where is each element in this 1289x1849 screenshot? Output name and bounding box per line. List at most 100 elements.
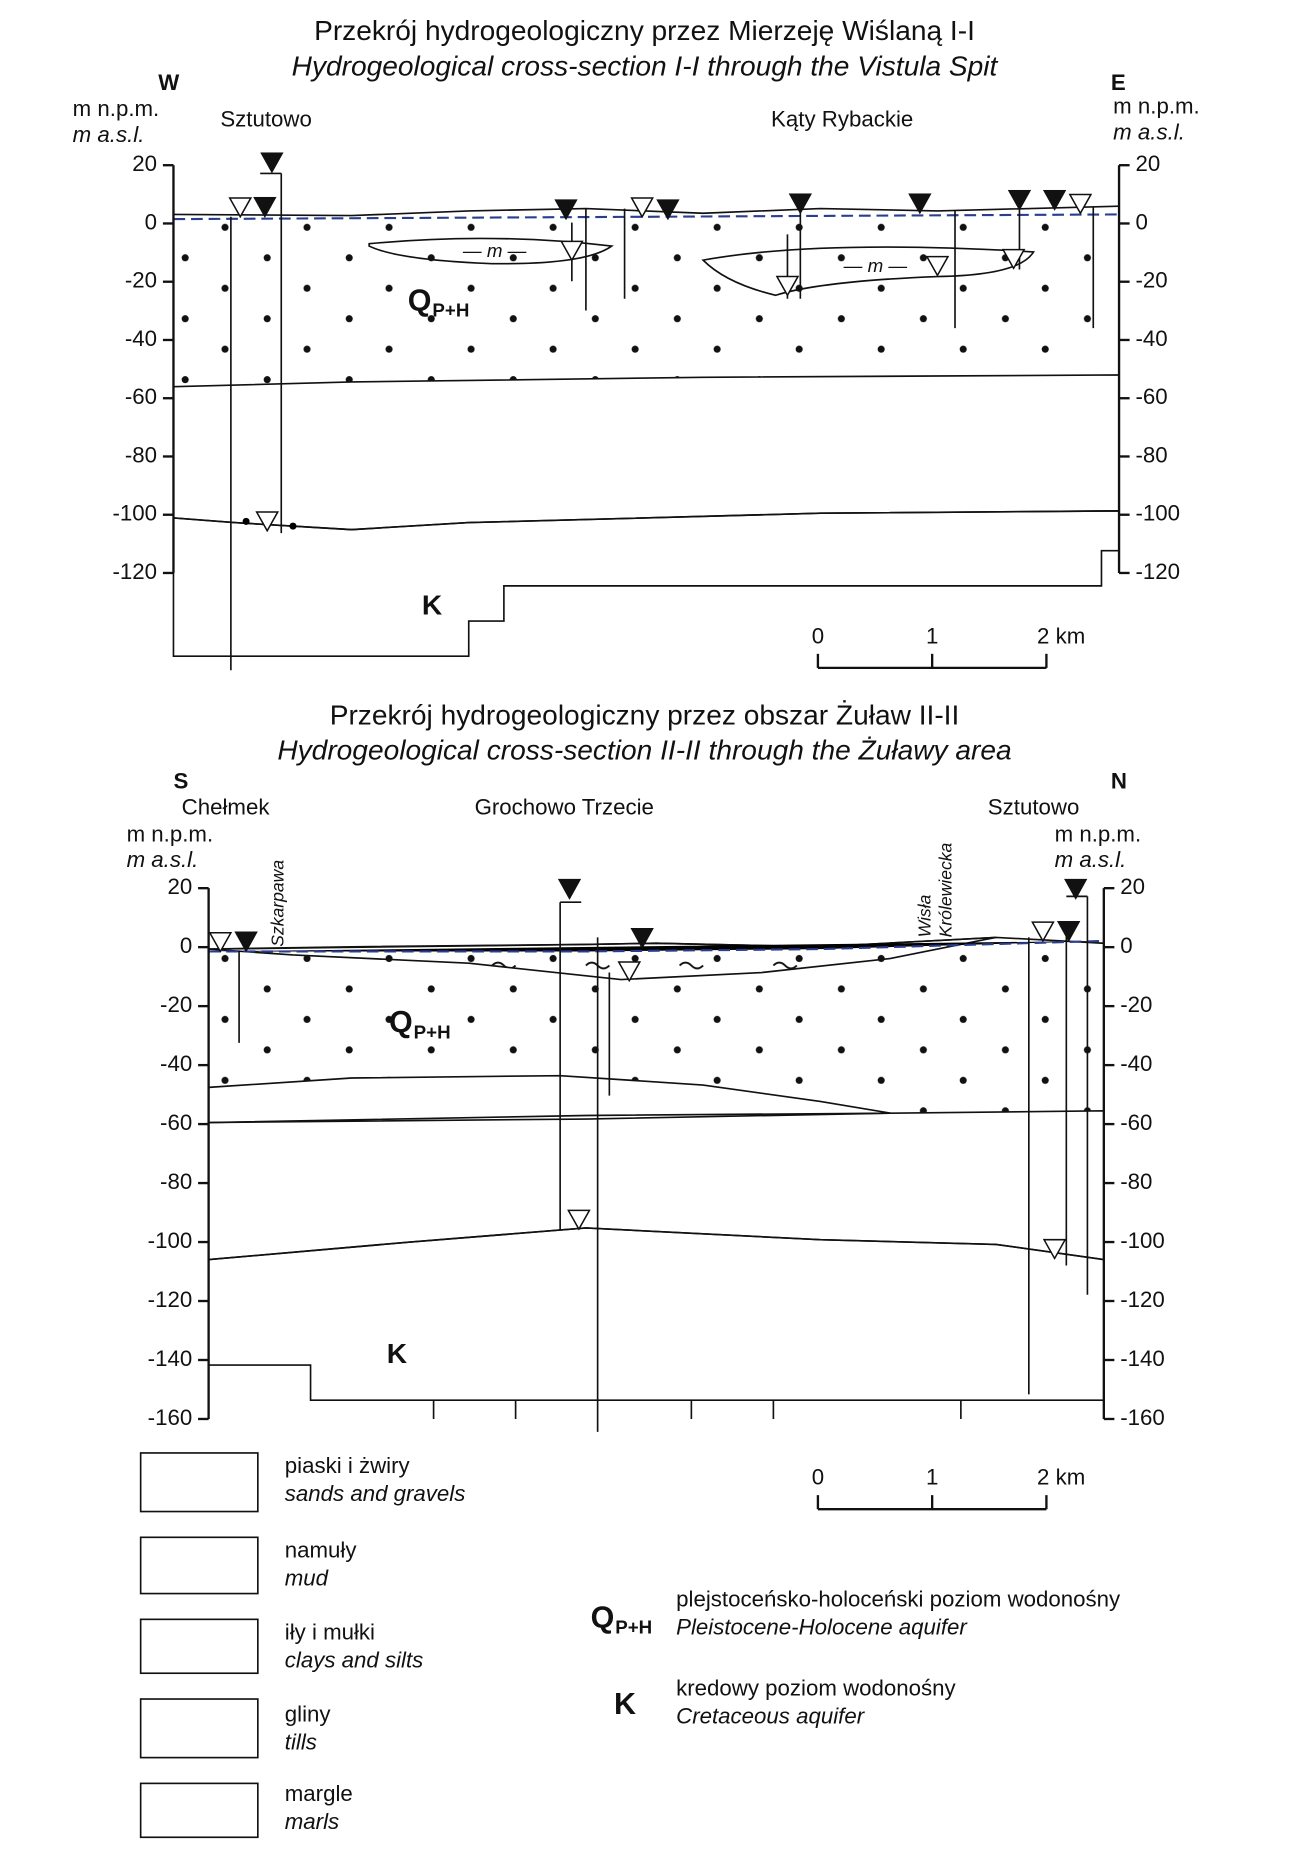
y-tick-label: -40 xyxy=(1120,1051,1152,1076)
y-tick-label: -140 xyxy=(148,1346,193,1371)
sands xyxy=(208,937,1104,1114)
y-tick-label: 20 xyxy=(132,151,157,176)
y-tick-label: 0 xyxy=(145,209,157,234)
river: Wisła xyxy=(914,894,934,937)
scale-label: 0 xyxy=(812,1465,824,1490)
legend-label: Pleistocene-Holocene aquifer xyxy=(676,1615,968,1640)
tills xyxy=(172,374,1120,531)
y-tick-label: -120 xyxy=(1135,559,1180,584)
y-tick-label: -120 xyxy=(113,559,158,584)
section-1: Przekrój hydrogeologiczny przez Mierzeję… xyxy=(73,15,1200,671)
y-tick-label: -60 xyxy=(160,1110,192,1135)
axis-label: m a.s.l. xyxy=(1113,119,1185,144)
y-tick-label: -80 xyxy=(160,1169,192,1194)
title: Przekrój hydrogeologiczny przez Mierzeję… xyxy=(314,15,975,46)
clays xyxy=(207,1074,891,1124)
y-tick-label: 20 xyxy=(167,874,192,899)
y-tick-label: 0 xyxy=(180,933,192,958)
y-tick-label: -80 xyxy=(1135,442,1167,467)
direction: E xyxy=(1111,70,1126,95)
legend-label: plejstoceńsko-holoceński poziom wodonośn… xyxy=(676,1586,1121,1611)
marls xyxy=(207,1227,1105,1402)
scale-label: 2 km xyxy=(1037,623,1085,648)
aquifer-label: K xyxy=(422,589,443,620)
legend-swatch xyxy=(139,1782,259,1839)
legend-swatch xyxy=(139,1698,259,1759)
aquifer-subscript: P+H xyxy=(414,1021,451,1042)
legend-label: gliny xyxy=(285,1701,332,1726)
legend-label: sands and gravels xyxy=(285,1481,466,1506)
place: Sztutowo xyxy=(988,794,1080,819)
axis-label: m n.p.m. xyxy=(73,96,160,121)
y-tick-label: -40 xyxy=(1135,326,1167,351)
marl-ticks xyxy=(432,1400,962,1419)
river: Szkarpawa xyxy=(268,860,288,947)
direction: S xyxy=(173,769,188,794)
place: Chełmek xyxy=(182,794,271,819)
y-tick-label: -160 xyxy=(1120,1405,1165,1430)
y-tick-label: -40 xyxy=(160,1051,192,1076)
axis-label: m n.p.m. xyxy=(1055,821,1142,846)
y-tick-label: -160 xyxy=(148,1405,193,1430)
y-tick-label: -100 xyxy=(1120,1228,1165,1253)
legend-label: marls xyxy=(285,1809,339,1834)
clay-symbol: — m — xyxy=(843,255,908,276)
axis-label: m a.s.l. xyxy=(73,122,145,147)
direction: W xyxy=(158,70,179,95)
y-tick-label: 0 xyxy=(1120,933,1132,958)
aquifer-subscript: P+H xyxy=(432,300,469,321)
y-tick-label: -20 xyxy=(1120,992,1152,1017)
legend: piaski i żwiry sands and gravels namuły … xyxy=(139,1452,1121,1839)
legend-swatch xyxy=(139,1618,259,1675)
subtitle: Hydrogeological cross-section I-I throug… xyxy=(292,50,999,81)
aquifer-label: Q xyxy=(408,283,432,317)
subtitle: Hydrogeological cross-section II-II thro… xyxy=(277,735,1011,766)
aquifer-label: K xyxy=(387,1338,408,1369)
aquifer-symbol: Q xyxy=(591,1600,615,1634)
y-tick-label: -60 xyxy=(1120,1110,1152,1135)
legend-label: Cretaceous aquifer xyxy=(676,1704,866,1729)
y-tick-label: -100 xyxy=(1135,501,1180,526)
y-tick-label: 0 xyxy=(1135,209,1147,234)
y-tick-label: -20 xyxy=(125,268,157,293)
y-tick-label: -20 xyxy=(1135,268,1167,293)
legend-label: kredowy poziom wodonośny xyxy=(676,1676,956,1701)
surface xyxy=(208,936,1104,950)
place: Kąty Rybackie xyxy=(771,107,913,132)
y-tick-label: -40 xyxy=(125,326,157,351)
y-tick-label: 20 xyxy=(1135,151,1160,176)
axis-label: m n.p.m. xyxy=(1113,94,1200,119)
y-tick-label: -60 xyxy=(1135,384,1167,409)
y-tick-label: -20 xyxy=(160,992,192,1017)
y-tick-label: -60 xyxy=(125,384,157,409)
legend-label: piaski i żwiry xyxy=(285,1453,411,1478)
marls xyxy=(172,510,1120,657)
y-tick-label: -80 xyxy=(125,442,157,467)
sands xyxy=(173,206,1120,387)
legend-label: iły i mułki xyxy=(285,1619,375,1644)
y-tick-label: -80 xyxy=(1120,1169,1152,1194)
gravel xyxy=(242,517,250,525)
y-tick-label: 20 xyxy=(1120,874,1145,899)
aquifer-symbol: K xyxy=(614,1687,636,1721)
aquifer-label: Q xyxy=(389,1005,413,1039)
river: Królewiecka xyxy=(935,842,955,937)
legend-label: tills xyxy=(285,1729,317,1754)
clay-lens xyxy=(368,237,614,265)
legend-label: clays and silts xyxy=(285,1647,424,1672)
y-tick-label: -120 xyxy=(1120,1287,1165,1312)
axis-label: m a.s.l. xyxy=(1055,847,1127,872)
y-tick-label: -100 xyxy=(148,1228,193,1253)
y-tick-label: -140 xyxy=(1120,1346,1165,1371)
legend-label: namuły xyxy=(285,1537,358,1562)
direction: N xyxy=(1111,769,1127,794)
y-tick-label: -120 xyxy=(148,1287,193,1312)
place: Grochowo Trzecie xyxy=(475,794,654,819)
place: Sztutowo xyxy=(220,107,312,132)
clay-symbol: — m — xyxy=(462,240,527,261)
scale-label: 1 xyxy=(926,1465,938,1490)
scale-label: 1 xyxy=(926,623,938,648)
gravel xyxy=(289,522,297,530)
y-tick-label: -100 xyxy=(113,501,158,526)
